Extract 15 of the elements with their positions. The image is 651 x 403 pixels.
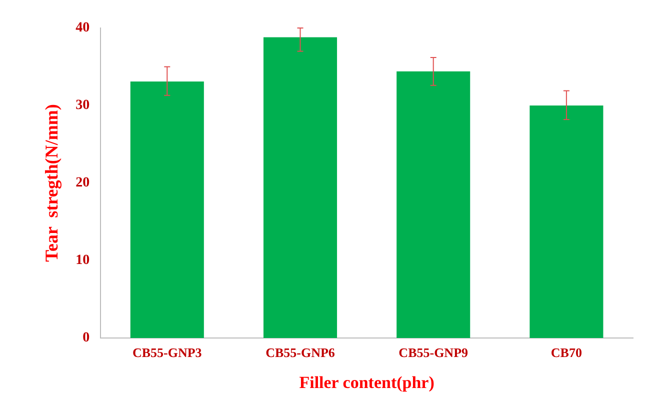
- bar: [396, 71, 470, 338]
- y-tick-label: 40: [76, 20, 90, 36]
- bar: [130, 81, 204, 338]
- x-tick-label: CB55-GNP9: [398, 345, 469, 360]
- y-tick-label: 30: [76, 98, 90, 114]
- x-axis-title: Filler content(phr): [299, 373, 434, 392]
- x-tick-label: CB55-GNP3: [132, 345, 202, 360]
- bar: [263, 37, 338, 338]
- y-tick-label: 20: [76, 176, 90, 191]
- bar: [530, 106, 604, 338]
- y-tick-label: 0: [82, 330, 90, 346]
- y-axis-title: Tear stregth(N/mm): [41, 104, 62, 262]
- y-tick-label: 10: [76, 253, 90, 268]
- x-tick-label: CB70: [550, 345, 582, 360]
- x-tick-label: CB55-GNP6: [266, 345, 336, 360]
